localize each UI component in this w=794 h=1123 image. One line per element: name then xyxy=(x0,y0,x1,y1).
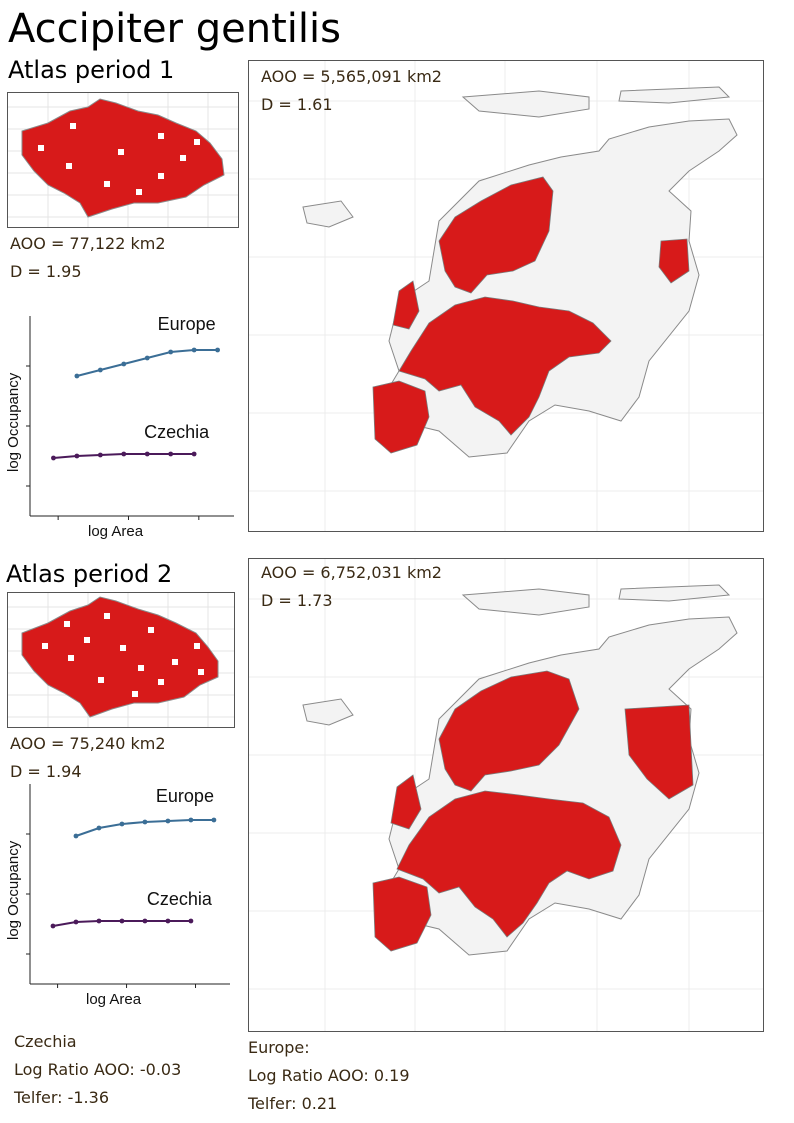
data-point-czechia xyxy=(51,455,56,461)
data-point-europe xyxy=(144,355,150,361)
data-point-czechia xyxy=(142,918,148,924)
y-axis-label: log Occupancy xyxy=(5,840,22,940)
data-point-czechia xyxy=(119,918,125,924)
europe-aoo-period1: AOO = 5,565,091 km2 xyxy=(261,67,442,86)
data-point-czechia xyxy=(165,918,171,924)
europe-map-period1-svg xyxy=(249,61,763,531)
data-point-czechia xyxy=(168,451,174,457)
iceland xyxy=(302,200,354,228)
data-point-europe xyxy=(191,347,197,353)
occupied-iberia xyxy=(372,876,432,952)
occupancy-chart-period2: log Area log Occupancy Europe Czechia xyxy=(0,768,240,1014)
data-point-europe xyxy=(97,367,103,373)
iceland xyxy=(302,698,354,726)
period2-label: Atlas period 2 xyxy=(6,560,173,588)
summary-czechia-log-ratio: Log Ratio AOO: -0.03 xyxy=(14,1060,182,1079)
summary-europe-heading: Europe: xyxy=(248,1038,310,1057)
czech-d-period2: D = 1.94 xyxy=(10,762,82,781)
summary-europe-telfer: Telfer: 0.21 xyxy=(248,1094,338,1113)
data-point-czechia xyxy=(121,451,127,457)
czech-aoo-period2: AOO = 75,240 km2 xyxy=(10,734,166,753)
occupancy-chart-period2-svg: log Area log Occupancy Europe Czechia xyxy=(5,784,230,1008)
occupied-central-europe xyxy=(396,790,622,938)
occupancy-chart-period1-svg: log Area log Occupancy Europe Czechia xyxy=(5,314,234,540)
czech-aoo-period1: AOO = 77,122 km2 xyxy=(10,234,166,253)
occupied-britain xyxy=(390,774,422,830)
data-point-europe xyxy=(119,821,125,827)
data-point-europe xyxy=(168,349,174,355)
series-label-czechia: Czechia xyxy=(147,889,213,909)
data-point-europe xyxy=(211,817,217,823)
surveyed-grid-area xyxy=(374,118,738,458)
europe-map-period1: AOO = 5,565,091 km2 D = 1.61 xyxy=(248,60,764,532)
data-point-europe xyxy=(188,817,194,823)
data-point-czechia xyxy=(144,451,150,457)
series-label-europe: Europe xyxy=(158,314,216,334)
north-islands-east xyxy=(618,584,731,602)
europe-aoo-period2: AOO = 6,752,031 km2 xyxy=(261,563,442,582)
czech-map-period1 xyxy=(7,92,239,228)
occupied-east-patch xyxy=(658,238,690,284)
czech-map-period2-svg xyxy=(8,593,234,727)
series-label-europe: Europe xyxy=(156,786,214,806)
data-point-czechia xyxy=(191,451,197,457)
europe-d-period2: D = 1.73 xyxy=(261,591,333,610)
europe-map-period2-svg xyxy=(249,559,763,1031)
czech-occupied-area xyxy=(21,596,219,718)
summary-czechia-telfer: Telfer: -1.36 xyxy=(14,1088,109,1107)
data-point-czechia xyxy=(188,918,194,924)
data-point-europe xyxy=(74,373,80,379)
summary-czechia-heading: Czechia xyxy=(14,1032,77,1051)
data-point-czechia xyxy=(74,453,80,459)
occupied-iberia xyxy=(372,380,430,454)
data-point-czechia xyxy=(50,923,56,929)
summary-europe-log-ratio: Log Ratio AOO: 0.19 xyxy=(248,1066,410,1085)
europe-map-period2: AOO = 6,752,031 km2 D = 1.73 xyxy=(248,558,764,1032)
north-islands xyxy=(461,90,590,118)
data-point-europe xyxy=(96,825,102,831)
occupancy-chart-period1: log Area log Occupancy Europe Czechia xyxy=(0,296,240,540)
data-point-europe xyxy=(215,347,220,353)
data-point-europe xyxy=(73,833,79,839)
series-line-europe xyxy=(76,349,218,377)
series-label-czechia: Czechia xyxy=(144,422,210,442)
y-axis-label: log Occupancy xyxy=(5,372,22,472)
occupied-scandinavia xyxy=(438,670,580,792)
data-point-europe xyxy=(142,819,148,825)
north-islands xyxy=(461,588,590,616)
data-point-czechia xyxy=(73,919,79,925)
data-point-czechia xyxy=(97,452,103,458)
data-point-czechia xyxy=(96,918,102,924)
occupied-east-patch xyxy=(624,704,694,800)
occupied-central-europe xyxy=(398,296,612,436)
x-axis-label: log Area xyxy=(86,991,142,1008)
czech-d-period1: D = 1.95 xyxy=(10,262,82,281)
north-islands-east xyxy=(618,86,731,104)
x-axis-label: log Area xyxy=(88,523,144,540)
czech-map-period1-svg xyxy=(8,93,238,227)
occupied-britain xyxy=(392,280,420,330)
europe-d-period1: D = 1.61 xyxy=(261,95,333,114)
species-title: Accipiter gentilis xyxy=(8,6,341,52)
czech-occupied-area xyxy=(21,98,225,218)
occupied-scandinavia xyxy=(438,176,554,294)
data-point-europe xyxy=(165,818,171,824)
period1-label: Atlas period 1 xyxy=(8,56,175,84)
data-point-europe xyxy=(121,361,127,367)
czech-map-period2 xyxy=(7,592,235,728)
